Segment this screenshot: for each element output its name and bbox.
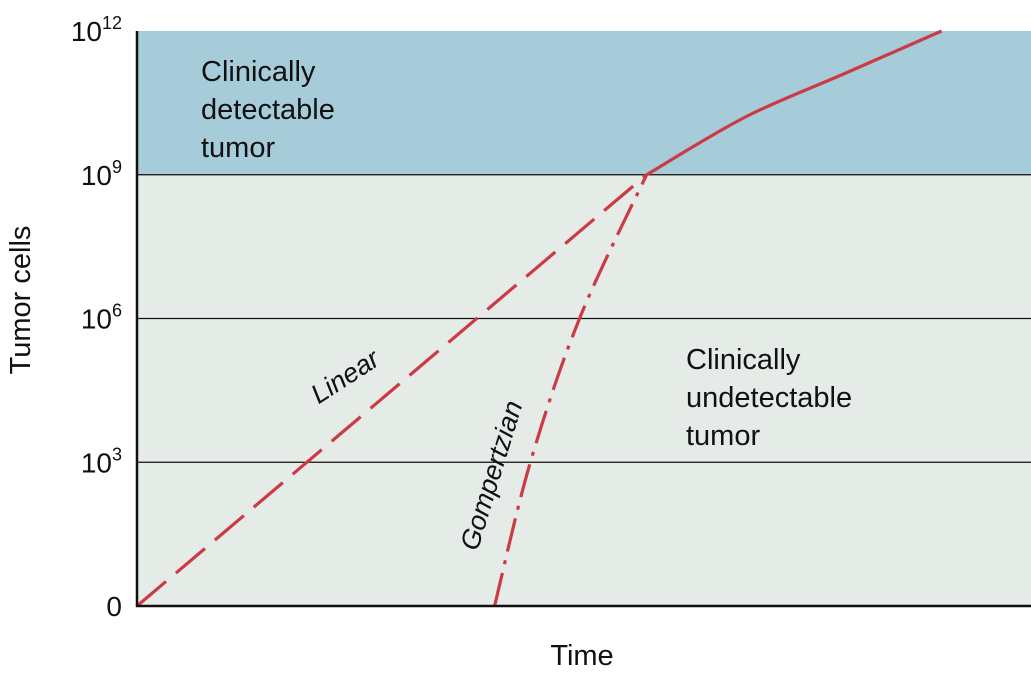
y-tick-label: 109 bbox=[81, 157, 122, 191]
y-axis-label: Tumor cells bbox=[5, 226, 37, 375]
series-detectable-growth-line bbox=[645, 29, 943, 177]
region-label-1: Clinically undetectable tumor bbox=[686, 344, 852, 452]
x-axis-label: Time bbox=[550, 640, 613, 672]
y-tick-label: 103 bbox=[81, 444, 122, 478]
region-label-0: Clinically detectable tumor bbox=[201, 56, 335, 164]
region-band-0 bbox=[137, 31, 1031, 175]
y-tick-label: 106 bbox=[81, 301, 122, 335]
y-tick-label: 1012 bbox=[71, 13, 122, 47]
series-gompertzian-line bbox=[493, 174, 649, 607]
region-band-1 bbox=[137, 174, 1031, 606]
series-linear-line bbox=[135, 173, 648, 608]
y-tick-label: 0 bbox=[106, 591, 122, 622]
